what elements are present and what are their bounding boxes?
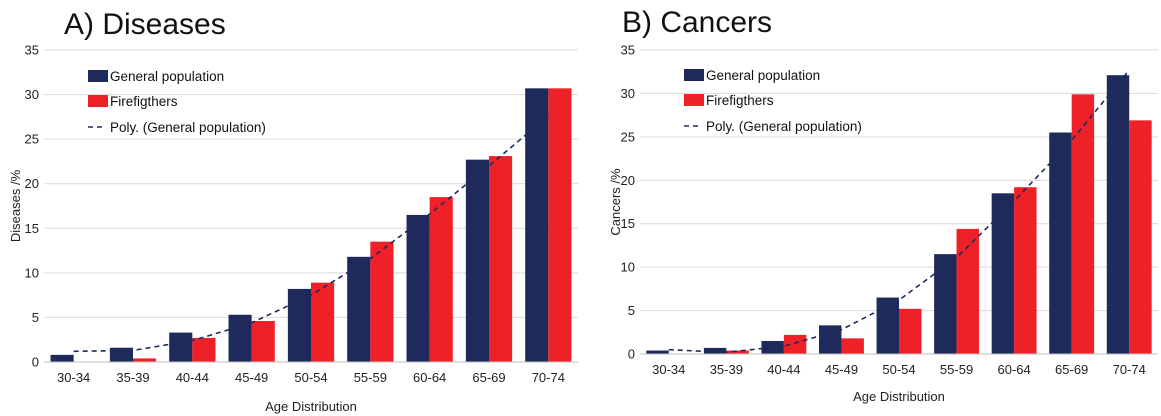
diseases-bar-firefighters [133,358,157,362]
diseases-bar-firefighters [548,88,572,363]
diseases-bar-general [465,159,489,362]
cancers-bar-general [876,297,899,354]
cancers-legend-label-trendline: Poly. (General population) [706,119,862,134]
cancers-x-tick-label: 60-64 [997,362,1030,377]
cancers-x-tick-label: 35-39 [710,362,743,377]
diseases-bar-general [50,354,74,362]
diseases-bar-firefighters [192,337,216,362]
cancers-bar-general [761,340,784,354]
diseases-y-tick-label: 15 [25,221,39,236]
cancers-x-tick-label: 45-49 [825,362,858,377]
cancers-bar-firefighters [956,228,980,354]
cancers-y-tick-label: 10 [621,260,635,275]
cancers-bar-firefighters [726,350,749,354]
diseases-y-tick-label: 25 [25,132,39,147]
diseases-x-tick-label: 70-74 [532,370,565,385]
diseases-bar-firefighters [311,282,335,362]
diseases-legend-label-firefighters: Firefigthers [110,94,178,109]
cancers-y-tick-label: 5 [628,303,635,318]
diseases-bar-general [525,88,549,363]
diseases-bar-firefighters [251,320,275,362]
diseases-bar-general [287,288,311,362]
cancers-bar-general [818,325,842,354]
cancers-bar-general [934,254,957,354]
diseases-y-tick-label: 0 [32,355,39,370]
diseases-chart: A) Diseases 0 5 10 15 20 25 30 35 30-34 35-39 40-44… [8,8,578,414]
cancers-bar-firefighters [1014,187,1037,354]
diseases-legend-label-general: General population [110,69,224,84]
cancers-bar-general [703,347,727,354]
diseases-bar-firefighters [489,156,513,362]
cancers-y-tick-label: 25 [621,129,635,144]
cancers-bar-firefighters [1129,120,1152,355]
cancers-x-tick-label: 55-59 [940,362,973,377]
diseases-x-tick-label: 50-54 [294,370,327,385]
cancers-bar-general [991,193,1015,354]
cancers-x-axis-label: Age Distribution [853,389,945,404]
cancers-y-axis-label: Cancers /% [608,168,623,236]
diseases-bar-firefighters [429,197,453,362]
diseases-legend-swatch-firefighters [88,95,108,107]
cancers-legend-label-firefighters: Firefigthers [706,93,774,108]
diseases-bar-general [228,314,252,362]
diseases-y-tick-label: 35 [25,43,39,58]
diseases-x-tick-label: 40-44 [176,370,209,385]
cancers-bar-general [1106,75,1130,354]
cancers-x-tick-label: 70-74 [1113,362,1146,377]
diseases-bar-general [406,214,430,362]
diseases-legend-label-trendline: Poly. (General population) [110,120,266,135]
cancers-chart: B) Cancers 0 5 10 15 20 25 30 35 30-34 35-39 40-44 4… [608,6,1158,404]
cancers-y-tick-label: 20 [621,173,635,188]
cancers-y-tick-label: 15 [621,216,635,231]
cancers-legend-label-general: General population [706,68,820,83]
cancers-legend-swatch-firefighters [684,94,704,106]
diseases-trendline [73,115,549,353]
cancers-title: B) Cancers [622,6,772,39]
diseases-x-tick-label: 60-64 [413,370,446,385]
diseases-x-axis-label: Age Distribution [265,399,357,414]
diseases-y-tick-label: 20 [25,176,39,191]
diseases-x-tick-label: 65-69 [472,370,505,385]
diseases-bar-general [109,347,133,362]
cancers-x-tick-label: 50-54 [882,362,915,377]
cancers-x-tick-label: 30-34 [652,362,685,377]
cancers-bar-firefighters [783,334,807,354]
cancers-y-tick-label: 35 [621,43,635,58]
cancers-bar-firefighters [1071,94,1095,354]
diseases-bar-firefighters [370,241,394,362]
cancers-bar-firefighters [841,338,864,354]
diseases-x-tick-label: 45-49 [235,370,268,385]
diseases-y-tick-label: 10 [25,265,39,280]
diseases-title: A) Diseases [64,8,226,41]
cancers-legend-swatch-general [684,69,704,81]
diseases-x-tick-label: 35-39 [116,370,149,385]
cancers-bar-general [646,350,669,354]
diseases-legend-swatch-general [88,70,108,82]
diseases-x-tick-label: 30-34 [57,370,90,385]
cancers-y-tick-label: 0 [628,347,635,362]
cancers-y-tick-label: 30 [621,86,635,101]
diseases-x-tick-label: 55-59 [354,370,387,385]
cancers-x-tick-label: 65-69 [1055,362,1088,377]
cancers-x-tick-label: 40-44 [767,362,800,377]
cancers-bar-firefighters [899,308,922,354]
diseases-y-axis-label: Diseases /% [8,169,23,242]
cancers-trendline [668,69,1130,354]
diseases-y-tick-label: 5 [32,310,39,325]
diseases-y-tick-label: 30 [25,87,39,102]
cancers-bar-general [1049,132,1072,354]
diseases-bar-general [169,332,193,362]
diseases-bar-general [347,256,371,362]
